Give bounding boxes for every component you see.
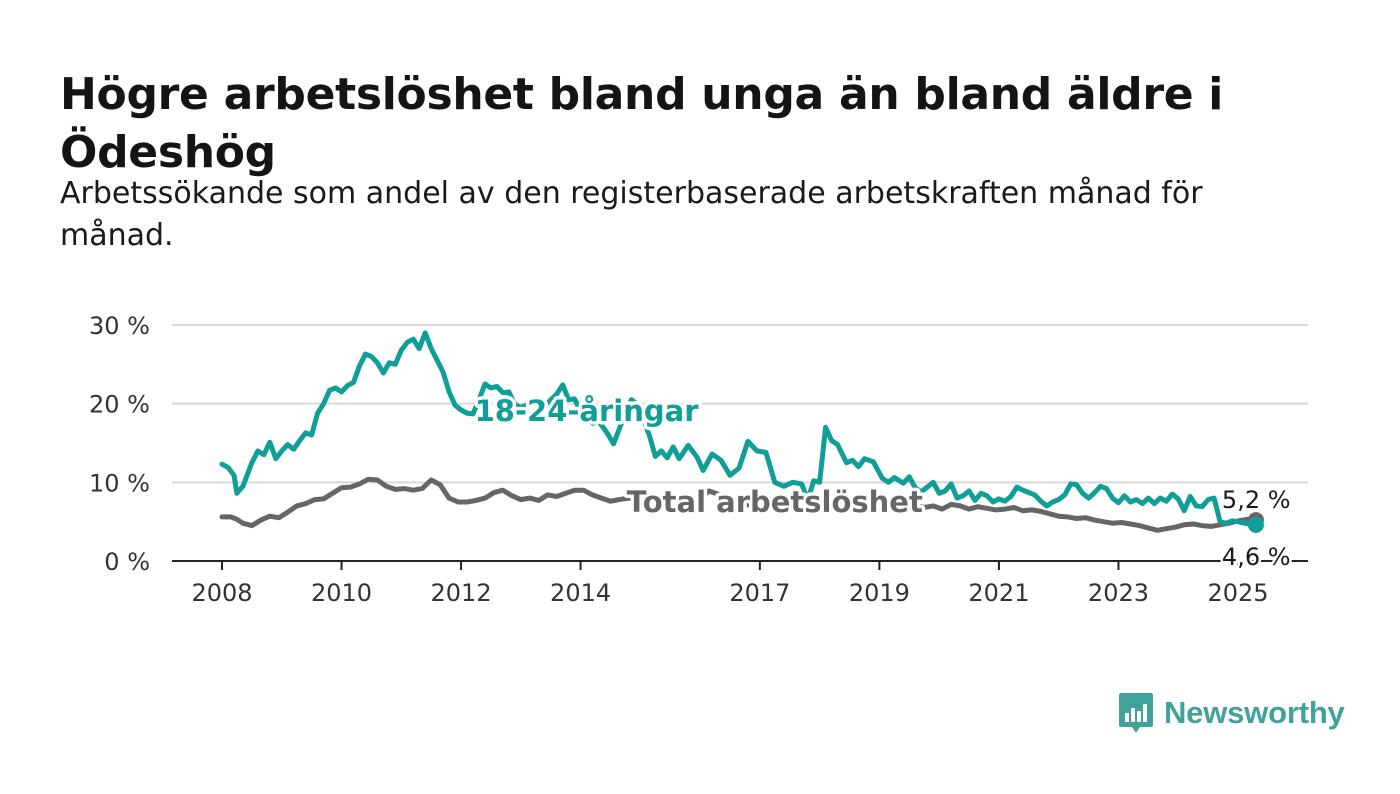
x-tick-label: 2017 (729, 579, 790, 607)
series-line-total (219, 476, 1259, 533)
bar-chart-speech-bubble-icon (1119, 693, 1153, 733)
end-point-youth (1247, 516, 1264, 533)
y-axis-tick-labels: 0 % 10 % 20 % 30 % (89, 312, 150, 576)
x-tick-label: 2012 (431, 579, 492, 607)
end-value-total: 5,2 % (1222, 486, 1291, 514)
x-tick-label: 2014 (550, 579, 611, 607)
series-line-youth (219, 330, 1259, 528)
y-tick-label: 0 % (104, 548, 150, 576)
chart-title: Högre arbetslöshet bland unga än bland ä… (60, 69, 1224, 178)
series-label-total: Total arbetslöshet (627, 485, 923, 519)
chart-subtitle: Arbetssökande som andel av den registerb… (60, 176, 1203, 253)
y-tick-label: 10 % (89, 469, 150, 497)
x-axis: 2008 2010 2012 2014 2017 2019 2021 2023 2025 (172, 560, 1308, 607)
x-tick-label: 2023 (1088, 579, 1149, 607)
brand-name: Newsworthy (1164, 695, 1345, 730)
line-chart: 0 % 10 % 20 % 30 % 2008 2010 2012 2014 2017 2019… (89, 312, 1308, 607)
x-tick-label: 2021 (968, 579, 1029, 607)
x-tick-label: 2008 (191, 579, 252, 607)
x-tick-label: 2025 (1207, 579, 1268, 607)
series-labels: 18-24-åringar Total arbetslöshet 4,6 % 5,2 … (471, 390, 1293, 573)
series-label-youth: 18-24-åringar (475, 394, 700, 428)
y-tick-label: 20 % (89, 391, 150, 419)
x-tick-label: 2019 (849, 579, 910, 607)
series-lines (219, 330, 1264, 533)
end-value-youth: 4,6 % (1222, 543, 1291, 571)
y-tick-label: 30 % (89, 312, 150, 340)
newsworthy-logo: Newsworthy (1118, 690, 1345, 736)
x-tick-label: 2010 (311, 579, 372, 607)
